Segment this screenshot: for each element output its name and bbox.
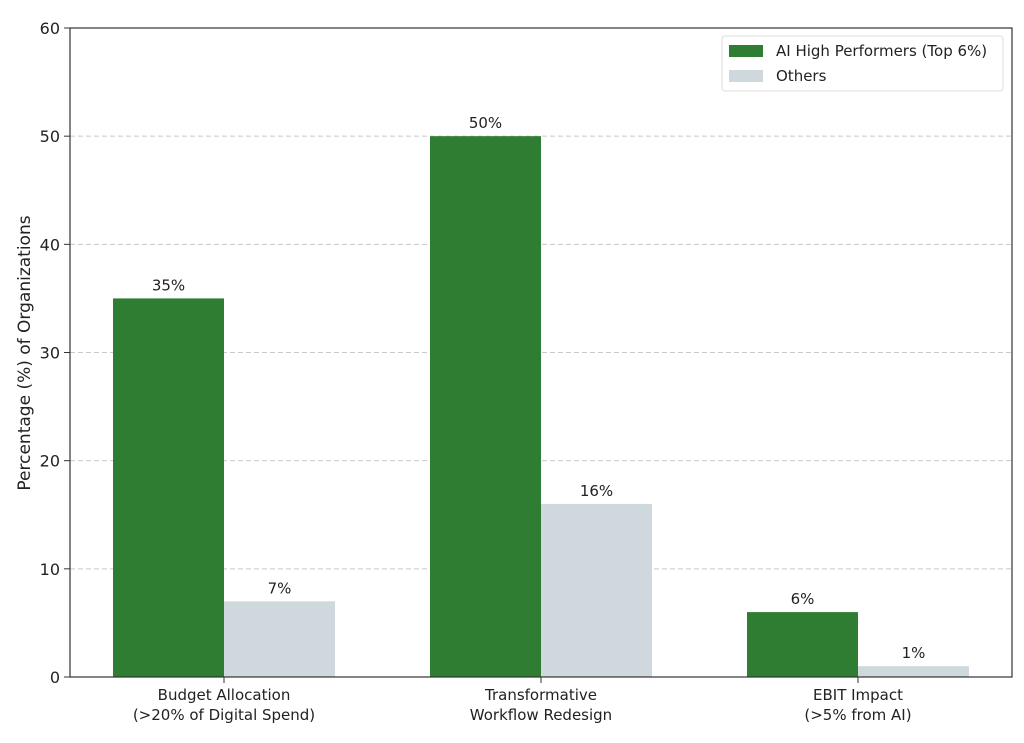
bar-value-label: 35% (152, 276, 185, 294)
y-tick-label: 50 (40, 127, 60, 146)
legend-label: AI High Performers (Top 6%) (776, 42, 987, 60)
legend-swatch (729, 70, 763, 82)
bar-others (224, 601, 335, 677)
y-tick-label: 40 (40, 235, 60, 254)
y-tick-label: 60 (40, 19, 60, 38)
x-tick-label: Budget Allocation (>20% of Digital Spend) (133, 686, 315, 724)
y-tick-label: 10 (40, 560, 60, 579)
y-tick-label: 30 (40, 344, 60, 363)
axes: 0 10 20 30 40 50 60 Budget Allocation (>20% of D… (40, 19, 1013, 724)
bars (113, 136, 969, 677)
gridlines (70, 135, 1012, 570)
bar-high-performers (430, 136, 541, 677)
bar-others (541, 503, 652, 677)
bar-value-label: 7% (268, 579, 292, 597)
legend-box (721, 35, 1004, 92)
bar-high-performers (113, 298, 224, 677)
y-tick-label: 20 (40, 452, 60, 471)
bar-value-label: 1% (902, 644, 926, 662)
bar-high-performers (747, 612, 858, 677)
data-labels: 35% 7% 50% 16% 6% 1% (152, 114, 926, 662)
bar-value-label: 50% (469, 114, 502, 132)
legend: AI High Performers (Top 6%) Others (721, 35, 1004, 92)
legend-swatch (729, 45, 763, 57)
x-tick-label: EBIT Impact (>5% from AI) (804, 686, 911, 724)
legend-label: Others (776, 67, 827, 85)
y-tick-label: 0 (50, 668, 60, 687)
x-tick-label: Transformative Workflow Redesign (470, 686, 612, 724)
y-axis-label: Percentage (%) of Organizations (15, 215, 35, 490)
bar-others (858, 666, 969, 677)
bar-value-label: 16% (580, 482, 613, 500)
bar-value-label: 6% (791, 590, 815, 608)
